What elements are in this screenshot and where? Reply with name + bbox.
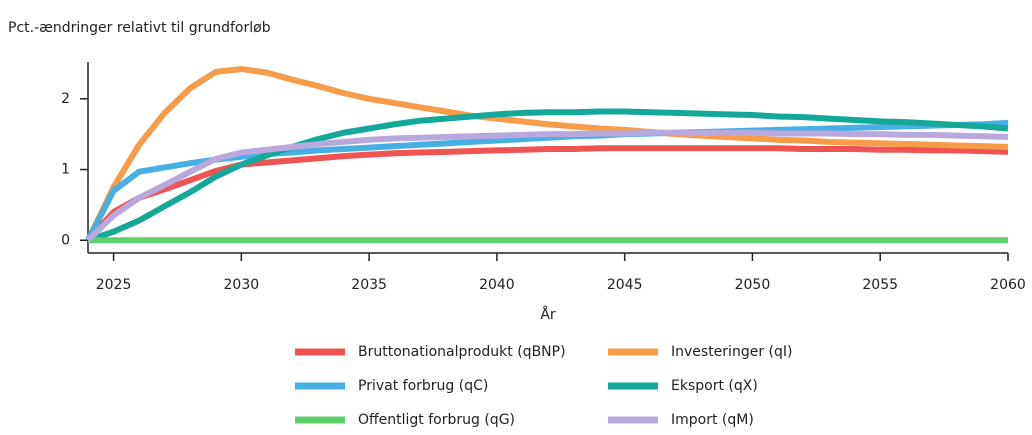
series-line [85,145,1009,243]
x-axis-label: År [540,306,556,323]
x-tick-label: 2045 [607,277,643,293]
y-axis-label: Pct.-ændringer relativt til grundforløb [8,20,271,36]
series-line [85,66,1009,242]
series-line [85,119,1009,242]
series-line [85,129,1009,243]
legend-label: Offentligt forbrug (qG) [358,412,515,428]
y-tick-label: 0 [61,232,70,248]
x-tick-label: 2060 [990,277,1026,293]
y-tick-label: 2 [61,91,70,107]
y-tick-label: 1 [61,162,70,178]
legend-label: Privat forbrug (qC) [358,378,488,394]
x-tick-label: 2040 [479,277,515,293]
series-line [87,108,1009,244]
legend-label: Bruttonationalprodukt (qBNP) [358,344,566,360]
x-tick-label: 2055 [862,277,898,293]
x-tick-label: 2025 [96,277,132,293]
x-tick-label: 2050 [735,277,771,293]
x-tick-label: 2030 [224,277,260,293]
legend-label: Eksport (qX) [671,378,758,394]
legend-label: Investeringer (qI) [671,344,792,360]
legend-label: Import (qM) [671,412,754,428]
x-tick-label: 2035 [351,277,387,293]
